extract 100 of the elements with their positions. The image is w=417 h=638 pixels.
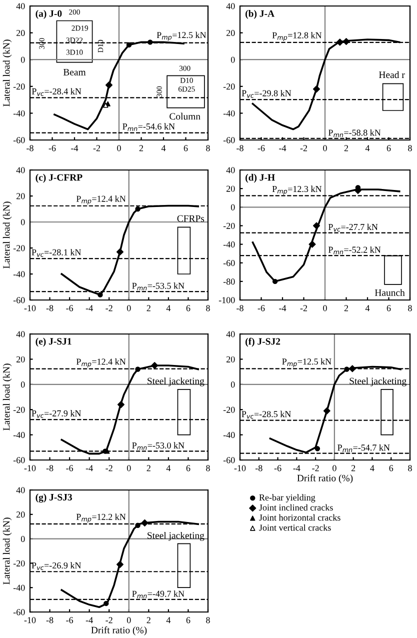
- x-tick-label: -6: [274, 465, 282, 472]
- chart-title: (a) J-0: [36, 10, 62, 19]
- ref-line-label: P$_{mp}$=12.4 kN: [76, 358, 126, 368]
- y-axis-title: Lateral load (kN): [2, 518, 12, 584]
- chart-title: (b) J-A: [246, 10, 274, 19]
- x-tick-label: 0: [323, 145, 327, 152]
- ref-line-label: P$_{mn}$=-58.8 kN: [328, 129, 381, 138]
- y-tick-label: -60: [223, 260, 235, 266]
- y-tick-label: -60: [13, 137, 25, 144]
- y-tick-label: 0: [20, 382, 25, 388]
- y-tick-label: 40: [226, 3, 235, 10]
- annotation: Head r: [379, 71, 405, 78]
- ref-line-label: P$_{vc}$=-27.9 kN: [32, 410, 82, 418]
- annotation: Steel jacketing: [148, 532, 204, 541]
- annotation: Steel jacketing: [350, 377, 406, 386]
- ref-line-label: P$_{vc}$=-28.5 kN: [242, 410, 291, 419]
- x-tick-label: 4: [166, 465, 171, 472]
- annotation: CFRPs: [177, 215, 204, 222]
- y-tick-label: -40: [13, 271, 25, 278]
- y-tick-label: 40: [226, 331, 235, 338]
- y-tick-label: -20: [223, 84, 235, 90]
- annotation: Column: [170, 112, 200, 120]
- annotation: Steel jacketing: [148, 377, 204, 386]
- x-tick-label: -6: [66, 305, 74, 312]
- x-tick-label: 6: [186, 465, 190, 472]
- ref-line-label: P$_{mp}$=12.8 kN: [272, 32, 322, 42]
- x-tick-label: -10: [24, 617, 36, 624]
- x-tick-label: -8: [46, 465, 54, 472]
- ref-line-label: P$_{mn}$=-54.6 kN: [122, 123, 175, 131]
- annotation: Beam: [63, 68, 86, 76]
- x-tick-label: -2: [93, 145, 100, 152]
- x-tick-label: 0: [117, 145, 121, 152]
- x-tick-label: -10: [24, 465, 36, 472]
- y-tick-label: 20: [16, 356, 25, 362]
- y-tick-label: -40: [223, 110, 235, 116]
- y-tick-label: -40: [13, 110, 25, 116]
- ref-line-label: P$_{mn}$=-52.2 kN: [328, 246, 381, 254]
- x-tick-label: -8: [236, 305, 244, 312]
- ref-line-label: P$_{vc}$=-28.4 kN: [32, 88, 82, 96]
- x-tick-label: 2: [146, 305, 150, 312]
- x-tick-label: 8: [408, 465, 412, 472]
- x-tick-label: -6: [258, 145, 265, 152]
- y-tick-label: 20: [16, 30, 25, 36]
- y-axis-title: Lateral load (kN): [2, 40, 12, 106]
- x-tick-label: 6: [186, 617, 190, 624]
- x-tick-label: 4: [166, 305, 171, 312]
- legend-label: Joint inclined cracks: [259, 504, 333, 511]
- x-tick-label: -6: [66, 617, 74, 624]
- y-tick-label: -80: [223, 278, 235, 285]
- annotation: Haunch: [374, 289, 405, 296]
- y-tick-label: -60: [13, 457, 25, 464]
- x-tick-label: -2: [106, 617, 112, 624]
- chart-title: (g) J-SJ3: [36, 494, 72, 503]
- x-tick-label: 2: [139, 145, 144, 152]
- y-tick-label: 20: [226, 356, 235, 362]
- ref-line-label: P$_{mp}$=12.2 kN: [76, 514, 126, 523]
- y-axis-title: Lateral load (kN): [2, 202, 12, 268]
- x-tick-label: 4: [161, 145, 166, 152]
- x-tick-label: -6: [48, 145, 56, 152]
- y-axis-title: Lateral load (kN): [2, 364, 12, 430]
- x-tick-label: -8: [46, 305, 54, 312]
- y-tick-label: -20: [223, 406, 235, 413]
- x-tick-label: -4: [279, 305, 286, 312]
- x-tick-label: 2: [344, 305, 348, 312]
- ref-line-label: P$_{mp}$=12.5 kN: [156, 32, 206, 41]
- x-axis-title: Drift ratio (%): [91, 626, 147, 636]
- y-tick-label: -60: [223, 137, 235, 144]
- x-tick-label: -10: [24, 305, 36, 312]
- y-tick-label: 40: [16, 331, 25, 338]
- x-tick-label: 8: [206, 145, 210, 152]
- x-tick-label: -6: [258, 305, 265, 312]
- x-tick-label: 0: [126, 617, 131, 624]
- x-tick-label: 0: [332, 465, 336, 472]
- y-tick-label: 0: [20, 536, 25, 542]
- y-tick-label: 20: [16, 193, 25, 200]
- x-tick-label: 4: [370, 465, 374, 472]
- x-tick-label: 2: [146, 617, 150, 624]
- x-tick-label: 6: [386, 145, 391, 152]
- x-tick-label: -4: [293, 465, 300, 472]
- x-tick-label: 8: [206, 617, 210, 624]
- x-tick-label: -8: [26, 145, 34, 152]
- x-tick-label: 2: [146, 465, 150, 472]
- x-tick-label: 6: [389, 465, 394, 472]
- ref-line-label: P$_{mp}$=12.5 kN: [282, 358, 332, 368]
- x-tick-label: -6: [66, 465, 74, 472]
- x-tick-label: 8: [408, 305, 412, 312]
- ref-line-label: P$_{mn}$=-53.0 kN: [132, 442, 184, 450]
- y-tick-label: 20: [16, 512, 25, 518]
- x-tick-label: 4: [365, 305, 370, 312]
- y-tick-label: -40: [13, 584, 25, 591]
- y-tick-label: -20: [13, 406, 25, 413]
- y-tick-label: 40: [16, 167, 25, 174]
- x-tick-label: 6: [386, 305, 391, 312]
- chart-title: (f) J-SJ2: [246, 338, 280, 347]
- legend-label: Joint horizontal cracks: [259, 514, 340, 521]
- y-tick-label: 0: [230, 204, 235, 210]
- ref-line-label: P$_{mn}$=-54.7 kN: [338, 444, 390, 452]
- ref-line-label: P$_{mn}$=-49.7 kN: [132, 590, 184, 598]
- y-tick-label: 20: [226, 30, 235, 36]
- legend-label: Re-bar yielding: [259, 494, 316, 502]
